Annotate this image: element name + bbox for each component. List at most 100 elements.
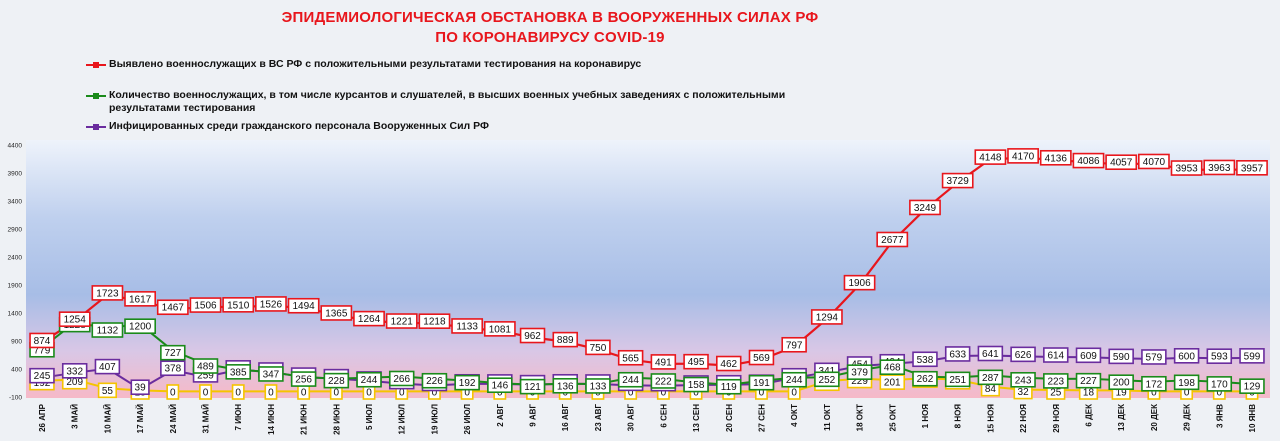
data-label: 1132 xyxy=(91,322,124,338)
data-label-box xyxy=(1141,349,1167,365)
data-label-box xyxy=(843,274,876,291)
y-tick-label: 900 xyxy=(11,339,22,346)
data-label: 2677 xyxy=(876,231,909,248)
data-label-box xyxy=(748,374,775,391)
data-label: 256 xyxy=(290,371,317,387)
data-label-text: 25 xyxy=(1050,388,1062,399)
data-label-text: 727 xyxy=(164,348,181,359)
data-label-text: 599 xyxy=(1244,351,1261,362)
x-tick-label: 4 ОКТ xyxy=(790,404,799,427)
data-label-box xyxy=(1075,372,1102,389)
x-tick-label: 28 ИЮН xyxy=(332,404,341,435)
data-label: 1221 xyxy=(385,313,418,329)
data-label-text: 779 xyxy=(34,345,51,356)
data-label: 1906 xyxy=(843,274,876,291)
data-label-box xyxy=(91,322,124,338)
data-label-text: 133 xyxy=(590,381,607,392)
data-label-text: 2677 xyxy=(881,235,904,246)
y-tick-label: 2900 xyxy=(8,227,23,234)
x-tick-label: 11 ОКТ xyxy=(823,404,832,431)
data-label-box xyxy=(1141,375,1167,392)
data-label-text: 347 xyxy=(263,369,280,380)
data-label-box xyxy=(388,370,415,387)
data-label-box xyxy=(617,371,644,388)
data-label: 641 xyxy=(977,345,1004,362)
data-label-text: 495 xyxy=(688,357,705,368)
data-label-box xyxy=(94,358,121,375)
y-tick-label: 1400 xyxy=(8,311,23,318)
data-label-box xyxy=(944,371,971,388)
data-label-box xyxy=(585,378,611,394)
data-label-text: 385 xyxy=(230,367,247,378)
data-label-box xyxy=(912,370,938,387)
legend-purple-marker xyxy=(86,122,106,132)
data-label-box xyxy=(552,377,578,394)
data-label: 244 xyxy=(781,371,807,388)
data-label-text: 0 xyxy=(399,388,405,399)
data-label-text: 379 xyxy=(851,368,868,379)
data-label-box xyxy=(192,358,219,374)
data-label-text: 0 xyxy=(661,388,667,399)
data-label-text: 633 xyxy=(949,349,966,360)
data-label-box xyxy=(1236,160,1268,176)
data-label-text: 4070 xyxy=(1143,157,1166,168)
title-line-1: ЭПИДЕМИОЛОГИЧЕСКАЯ ОБСТАНОВКА В ВООРУЖЕН… xyxy=(281,9,819,26)
data-label: 266 xyxy=(388,370,415,387)
x-tick-label: 25 ОКТ xyxy=(888,404,897,431)
x-tick-label: 13 ДЕК xyxy=(1117,404,1126,431)
y-tick-label: 3900 xyxy=(8,171,23,178)
x-tick-label: 26 ИЮЛ xyxy=(463,404,472,435)
data-label: 252 xyxy=(814,371,840,388)
data-label-text: 245 xyxy=(34,371,51,382)
data-label-box xyxy=(716,378,742,395)
data-label: 626 xyxy=(1010,346,1036,363)
data-label-text: 3729 xyxy=(947,176,970,187)
data-label: 1294 xyxy=(810,309,843,325)
x-tick-label: 2 АВГ xyxy=(496,404,505,427)
data-label-text: 3957 xyxy=(1241,163,1264,174)
data-label-text: 262 xyxy=(917,374,934,385)
data-label-text: 797 xyxy=(786,340,803,351)
data-label: 121 xyxy=(519,378,546,395)
data-label-box xyxy=(519,327,546,344)
legend-red-marker xyxy=(86,60,106,70)
data-label-box xyxy=(421,372,448,389)
data-label-box xyxy=(585,339,611,356)
x-tick-label: 20 СЕН xyxy=(725,404,734,432)
data-label-box xyxy=(781,371,807,388)
x-tick-label: 19 ИЮЛ xyxy=(430,404,439,435)
data-label-box xyxy=(1173,347,1200,364)
data-label-box xyxy=(879,374,906,390)
data-label: 4148 xyxy=(974,149,1007,165)
data-label-text: 491 xyxy=(655,357,672,368)
data-label: 222 xyxy=(650,373,677,389)
data-label: 1133 xyxy=(451,318,484,334)
data-label: 158 xyxy=(683,376,709,393)
data-label-text: 0 xyxy=(334,388,340,399)
data-label-text: 1081 xyxy=(489,324,512,335)
data-label: 133 xyxy=(585,378,611,394)
data-label-box xyxy=(29,367,55,384)
data-label-text: 0 xyxy=(301,388,307,399)
data-label-text: 1617 xyxy=(129,294,152,305)
data-label: 3957 xyxy=(1236,160,1268,176)
x-tick-label: 1 НОЯ xyxy=(921,404,930,429)
data-label: 0 xyxy=(199,384,212,400)
data-label: 136 xyxy=(552,377,578,394)
data-label-box xyxy=(814,371,840,388)
x-tick-label: 10 ЯНВ xyxy=(1248,404,1257,433)
x-tick-label: 16 АВГ xyxy=(561,404,570,432)
data-label-box xyxy=(683,376,709,393)
data-label-text: 0 xyxy=(464,388,470,399)
data-label-box xyxy=(166,384,180,400)
x-tick-label: 6 СЕН xyxy=(659,404,668,428)
data-label-box xyxy=(258,366,284,382)
data-label-box xyxy=(617,349,644,366)
data-label-box xyxy=(385,313,418,329)
data-label-box xyxy=(353,310,385,327)
data-label-text: 228 xyxy=(328,376,345,387)
legend-green-label: Количество военнослужащих, в том числе к… xyxy=(109,89,786,114)
data-label-text: 1510 xyxy=(227,300,250,311)
data-label: 1365 xyxy=(320,305,353,321)
data-label: 4086 xyxy=(1072,152,1105,169)
